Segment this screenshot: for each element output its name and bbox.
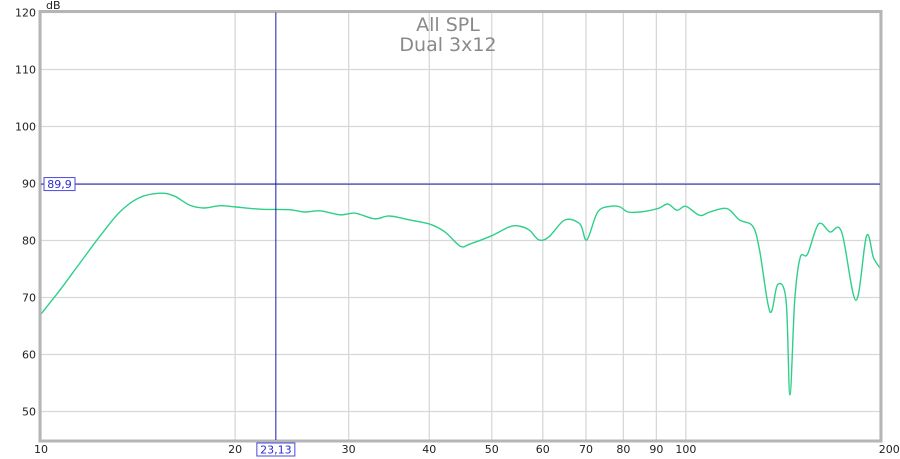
x-tick-label: 200 Hz <box>879 443 900 456</box>
x-tick-label: 20 <box>228 443 242 456</box>
x-tick-label: 10 <box>34 443 48 456</box>
y-tick-label: 80 <box>22 235 36 248</box>
x-tick-label: 40 <box>422 443 436 456</box>
cursor-y-label: 89,9 <box>47 178 72 191</box>
chart-title: All SPL <box>416 14 480 36</box>
grid <box>40 11 881 440</box>
x-tick-label: 80 <box>616 443 630 456</box>
y-axis-unit: dB <box>46 0 61 12</box>
y-tick-label: 70 <box>22 292 36 305</box>
x-tick-label: 30 <box>342 443 356 456</box>
x-tick-label: 100 <box>675 443 696 456</box>
spl-series-line <box>40 192 881 396</box>
cursor-y-label-box <box>43 177 76 192</box>
series-group <box>40 192 881 396</box>
y-tick-label: 110 <box>15 64 36 77</box>
y-tick-label: 90 <box>22 178 36 191</box>
y-tick-label: 100 <box>15 121 36 134</box>
cursor-x-label: 23,13 <box>260 444 292 457</box>
y-tick-label: 120 <box>15 7 36 20</box>
chart-subtitle: Dual 3x12 <box>399 34 496 56</box>
cursor-x-label-box <box>256 442 296 457</box>
cursor[interactable]: 89,9 23,13 <box>41 12 880 457</box>
y-tick-label: 50 <box>22 406 36 419</box>
tick-labels: 10 20 30 40 50 60 70 80 90 100 200 Hz 50 60 70 80 90 100… <box>15 7 900 457</box>
x-tick-label: 50 <box>485 443 499 456</box>
x-tick-label: 70 <box>579 443 593 456</box>
x-tick-label: 90 <box>649 443 663 456</box>
plot-frame <box>38 10 883 443</box>
y-tick-label: 60 <box>22 349 36 362</box>
x-tick-label: 60 <box>536 443 550 456</box>
